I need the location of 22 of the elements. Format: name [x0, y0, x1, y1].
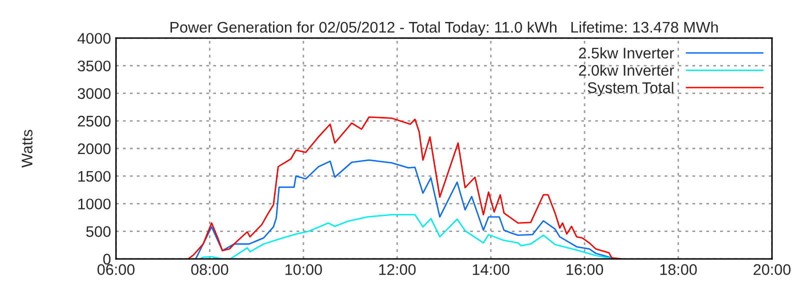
y-tick-label: 2500 — [78, 116, 111, 127]
y-tick-label: 1000 — [78, 198, 111, 210]
x-tick-label: 16:00 — [566, 264, 604, 275]
x-tick-label: 06:00 — [97, 264, 135, 275]
x-tick-label: 20:00 — [754, 264, 791, 275]
x-tick-label: 08:00 — [191, 264, 228, 275]
y-axis-title: Watts — [22, 130, 32, 168]
y-tick-label: 2000 — [78, 143, 111, 154]
x-tick-label: 14:00 — [472, 264, 510, 275]
legend-label: 2.0kw Inverter — [579, 64, 674, 76]
x-tick-label: 12:00 — [379, 264, 416, 275]
legend-label: System Total — [588, 82, 674, 96]
legend-label: 2.5kw Inverter — [579, 47, 674, 58]
x-tick-label: 18:00 — [660, 264, 697, 275]
chart-title: Power Generation for 02/05/2012 - Total Today: 11.0 kWh Lifetime: 13.478 MWh — [170, 21, 718, 36]
y-tick-label: 0 — [103, 254, 111, 265]
y-tick-label: 500 — [86, 226, 111, 237]
y-tick-label: 3000 — [78, 88, 111, 99]
y-tick-label: 3500 — [78, 60, 111, 72]
y-tick-label: 1500 — [78, 170, 111, 182]
x-tick-label: 10:00 — [285, 264, 322, 275]
y-tick-label: 4000 — [78, 32, 111, 44]
